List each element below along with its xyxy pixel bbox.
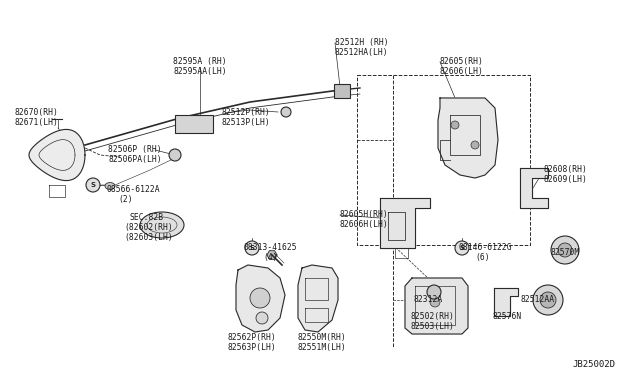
Bar [175,115,213,133]
Text: 82605(RH): 82605(RH) [440,57,484,66]
Ellipse shape [105,183,115,189]
Circle shape [86,178,100,192]
Text: JB25002D: JB25002D [572,360,615,369]
Text: 08146-6122G: 08146-6122G [459,243,513,252]
Text: 82606H(LH): 82606H(LH) [340,220,388,229]
Text: 82570M: 82570M [551,248,580,257]
Ellipse shape [140,212,184,238]
Text: 82503(LH): 82503(LH) [411,322,455,331]
Bar [334,84,350,98]
Text: (82603(LH): (82603(LH) [124,233,173,242]
Circle shape [430,297,440,307]
Text: 82550M(RH): 82550M(RH) [298,333,347,342]
Text: 82506PA(LH): 82506PA(LH) [108,155,162,164]
Text: 82609(LH): 82609(LH) [544,175,588,184]
Circle shape [250,288,270,308]
Text: SEC.82B: SEC.82B [129,213,163,222]
Text: (6): (6) [475,253,490,262]
Polygon shape [438,98,498,178]
Text: 82562P(RH): 82562P(RH) [228,333,276,342]
Circle shape [427,285,441,299]
Circle shape [455,241,469,255]
Circle shape [533,285,563,315]
Text: S: S [460,245,465,251]
Text: 82595AA(LH): 82595AA(LH) [173,67,227,76]
Polygon shape [267,251,277,259]
Text: 82312A: 82312A [414,295,444,304]
Text: 82608(RH): 82608(RH) [544,165,588,174]
Circle shape [551,236,579,264]
Polygon shape [29,129,85,180]
Polygon shape [494,288,518,316]
Circle shape [256,312,268,324]
Circle shape [245,241,259,255]
Text: 82506P (RH): 82506P (RH) [108,145,162,154]
Polygon shape [380,198,430,248]
Text: 82606(LH): 82606(LH) [440,67,484,76]
Text: 82512H (RH): 82512H (RH) [335,38,388,47]
Polygon shape [405,278,468,334]
Text: 82512AA: 82512AA [521,295,555,304]
Text: S: S [250,245,255,251]
Text: (2): (2) [118,195,132,204]
Circle shape [451,121,459,129]
Text: 82671(LH): 82671(LH) [14,118,58,127]
Text: 82605H(RH): 82605H(RH) [340,210,388,219]
Text: 82595A (RH): 82595A (RH) [173,57,227,66]
Text: 82576N: 82576N [493,312,522,321]
Text: 82563P(LH): 82563P(LH) [228,343,276,352]
Text: 08566-6122A: 08566-6122A [106,185,159,194]
Text: 08313-41625: 08313-41625 [243,243,296,252]
Circle shape [471,141,479,149]
Text: 82502(RH): 82502(RH) [411,312,455,321]
Text: 82512P(RH): 82512P(RH) [222,108,271,117]
Text: (82602(RH): (82602(RH) [124,223,173,232]
Circle shape [281,107,291,117]
Text: 82670(RH): 82670(RH) [14,108,58,117]
Circle shape [540,292,556,308]
Text: (4): (4) [263,253,278,262]
Text: 82512HA(LH): 82512HA(LH) [335,48,388,57]
Circle shape [558,243,572,257]
Text: S: S [90,182,95,188]
Circle shape [169,149,181,161]
Text: 82513P(LH): 82513P(LH) [222,118,271,127]
Text: 82551M(LH): 82551M(LH) [298,343,347,352]
Polygon shape [298,265,338,332]
Polygon shape [236,265,285,332]
Polygon shape [520,168,548,208]
